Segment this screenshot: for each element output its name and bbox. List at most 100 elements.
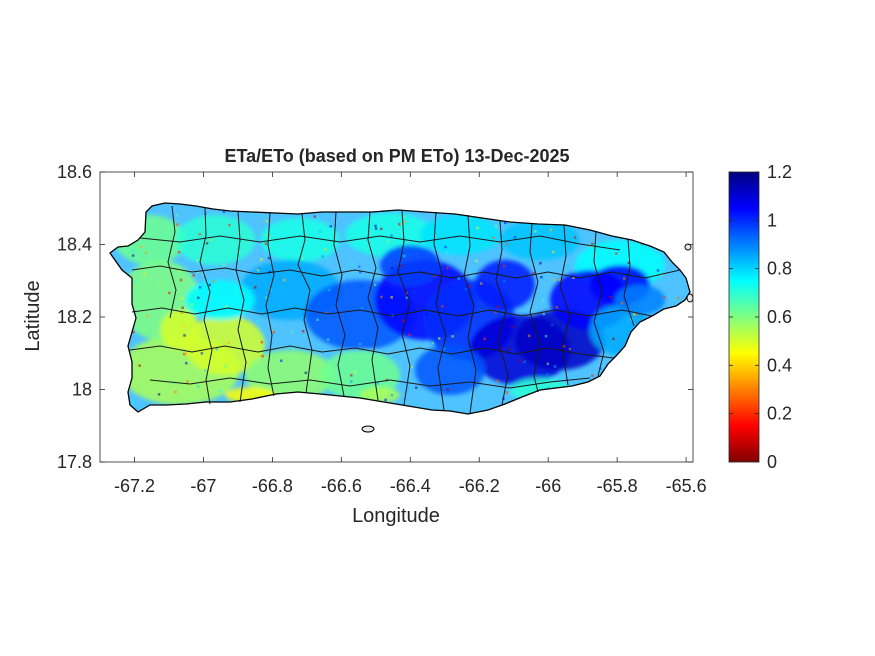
heat-speck: [327, 288, 331, 292]
heat-speck: [179, 269, 182, 272]
heat-speck: [547, 386, 550, 390]
heat-speck: [228, 223, 231, 227]
heat-region: [420, 215, 500, 255]
heat-speck: [451, 335, 454, 338]
heat-speck: [350, 262, 354, 266]
heat-speck: [663, 296, 666, 299]
x-axis-ticks: -67.2 -67 -66.8 -66.6 -66.4 -66.2 -66 -65.8 -65.…: [114, 172, 707, 496]
colorbar: [728, 171, 760, 463]
colorbar-tick-label: 0.8: [767, 259, 792, 279]
heat-speck: [508, 347, 511, 351]
heat-speck: [562, 345, 566, 348]
heat-speck: [523, 360, 526, 363]
heat-speck: [457, 277, 461, 280]
small-islands: [361, 243, 694, 433]
heat-speck: [549, 228, 553, 232]
heat-speck: [200, 352, 204, 355]
heat-region: [475, 260, 535, 310]
heat-speck: [494, 224, 498, 228]
heat-speck: [438, 337, 441, 340]
heat-speck: [433, 274, 437, 277]
y-tick-label: 18.4: [57, 235, 92, 255]
heat-speck: [263, 350, 266, 354]
heat-speck: [476, 226, 479, 230]
y-tick-label: 18.2: [57, 307, 92, 327]
heat-speck: [540, 275, 543, 279]
heat-speck: [632, 313, 636, 316]
heat-speck: [504, 221, 507, 225]
municipality-border: [265, 212, 275, 397]
colorbar-tick-label: 0.4: [767, 355, 792, 375]
heat-speck: [283, 278, 286, 282]
heat-speck: [321, 255, 324, 258]
heat-speck: [175, 214, 178, 217]
heat-speck: [179, 278, 183, 282]
heat-speck: [132, 330, 135, 334]
heat-speck: [222, 263, 226, 267]
heat-speck: [385, 310, 388, 314]
heat-speck: [627, 261, 630, 265]
heat-speck: [496, 305, 500, 309]
heat-speck: [539, 262, 542, 265]
x-axis-label: Longitude: [352, 505, 440, 527]
heat-speck: [225, 305, 229, 308]
heat-speck: [413, 290, 416, 294]
heat-speck: [354, 370, 357, 374]
heat-speck: [413, 225, 416, 228]
heat-speck: [441, 267, 445, 271]
heat-speck: [180, 297, 184, 300]
heat-speck: [326, 338, 330, 341]
heat-speck: [405, 296, 409, 299]
heat-speck: [390, 267, 394, 270]
heat-speck: [313, 215, 316, 218]
heat-speck: [204, 369, 207, 372]
heat-speck: [558, 278, 562, 282]
heat-speck: [224, 365, 227, 368]
heat-speck: [552, 250, 555, 254]
heat-speck: [415, 386, 418, 389]
heat-speck: [324, 311, 327, 315]
heat-speck: [345, 245, 349, 249]
heat-speck: [298, 215, 302, 219]
heat-speck: [146, 314, 149, 318]
heat-speck: [483, 337, 486, 341]
heat-speck: [468, 284, 472, 288]
heat-speck: [441, 305, 444, 308]
heat-speck: [222, 210, 226, 214]
heat-speck: [380, 295, 383, 299]
heat-speck: [359, 270, 362, 274]
heat-speck: [527, 334, 531, 338]
heat-speck: [181, 306, 184, 309]
heat-speck: [499, 347, 502, 350]
heat-speck: [212, 280, 215, 283]
heat-speck: [656, 269, 660, 272]
x-tick-label: -66.8: [252, 476, 293, 496]
municipality-border: [593, 230, 605, 377]
heat-speck: [134, 357, 138, 360]
heat-speck: [180, 311, 183, 314]
heat-speck: [446, 266, 449, 270]
heat-speck: [272, 330, 275, 334]
heat-speck: [316, 318, 319, 321]
heat-speck: [196, 259, 199, 262]
heat-speck: [398, 223, 401, 226]
heat-speck: [475, 259, 478, 263]
heat-speck: [531, 324, 535, 328]
y-tick-label: 17.8: [57, 452, 92, 472]
heat-speck: [373, 283, 377, 287]
heat-region: [360, 387, 400, 403]
heat-region: [415, 345, 485, 395]
heat-speck: [255, 320, 259, 323]
heat-speck: [553, 365, 557, 368]
municipality-border: [495, 220, 509, 406]
municipality-border: [131, 265, 681, 279]
heat-speck: [390, 234, 393, 237]
municipality-border: [235, 210, 247, 403]
heat-speck: [144, 251, 148, 254]
heat-speck: [196, 270, 199, 274]
x-tick-label: -65.6: [666, 476, 707, 496]
heat-speck: [198, 232, 202, 236]
heat-speck: [249, 286, 252, 290]
heat-speck: [612, 337, 615, 341]
